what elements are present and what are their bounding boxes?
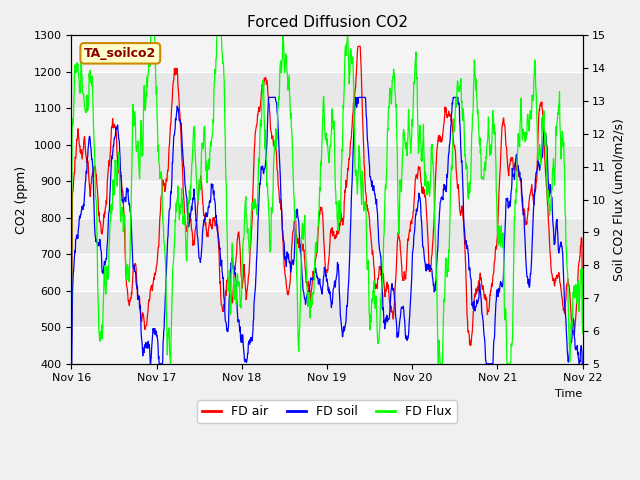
Bar — [72, 108, 582, 145]
X-axis label: Time: Time — [556, 389, 582, 399]
Text: TA_soilco2: TA_soilco2 — [84, 47, 156, 60]
Bar — [72, 181, 582, 218]
Y-axis label: CO2 (ppm): CO2 (ppm) — [15, 166, 28, 234]
Legend: FD air, FD soil, FD Flux: FD air, FD soil, FD Flux — [197, 400, 457, 423]
Y-axis label: Soil CO2 Flux (umol/m2/s): Soil CO2 Flux (umol/m2/s) — [612, 118, 625, 281]
Bar — [72, 327, 582, 364]
Title: Forced Diffusion CO2: Forced Diffusion CO2 — [246, 15, 408, 30]
Bar — [72, 254, 582, 291]
Bar — [72, 36, 582, 72]
